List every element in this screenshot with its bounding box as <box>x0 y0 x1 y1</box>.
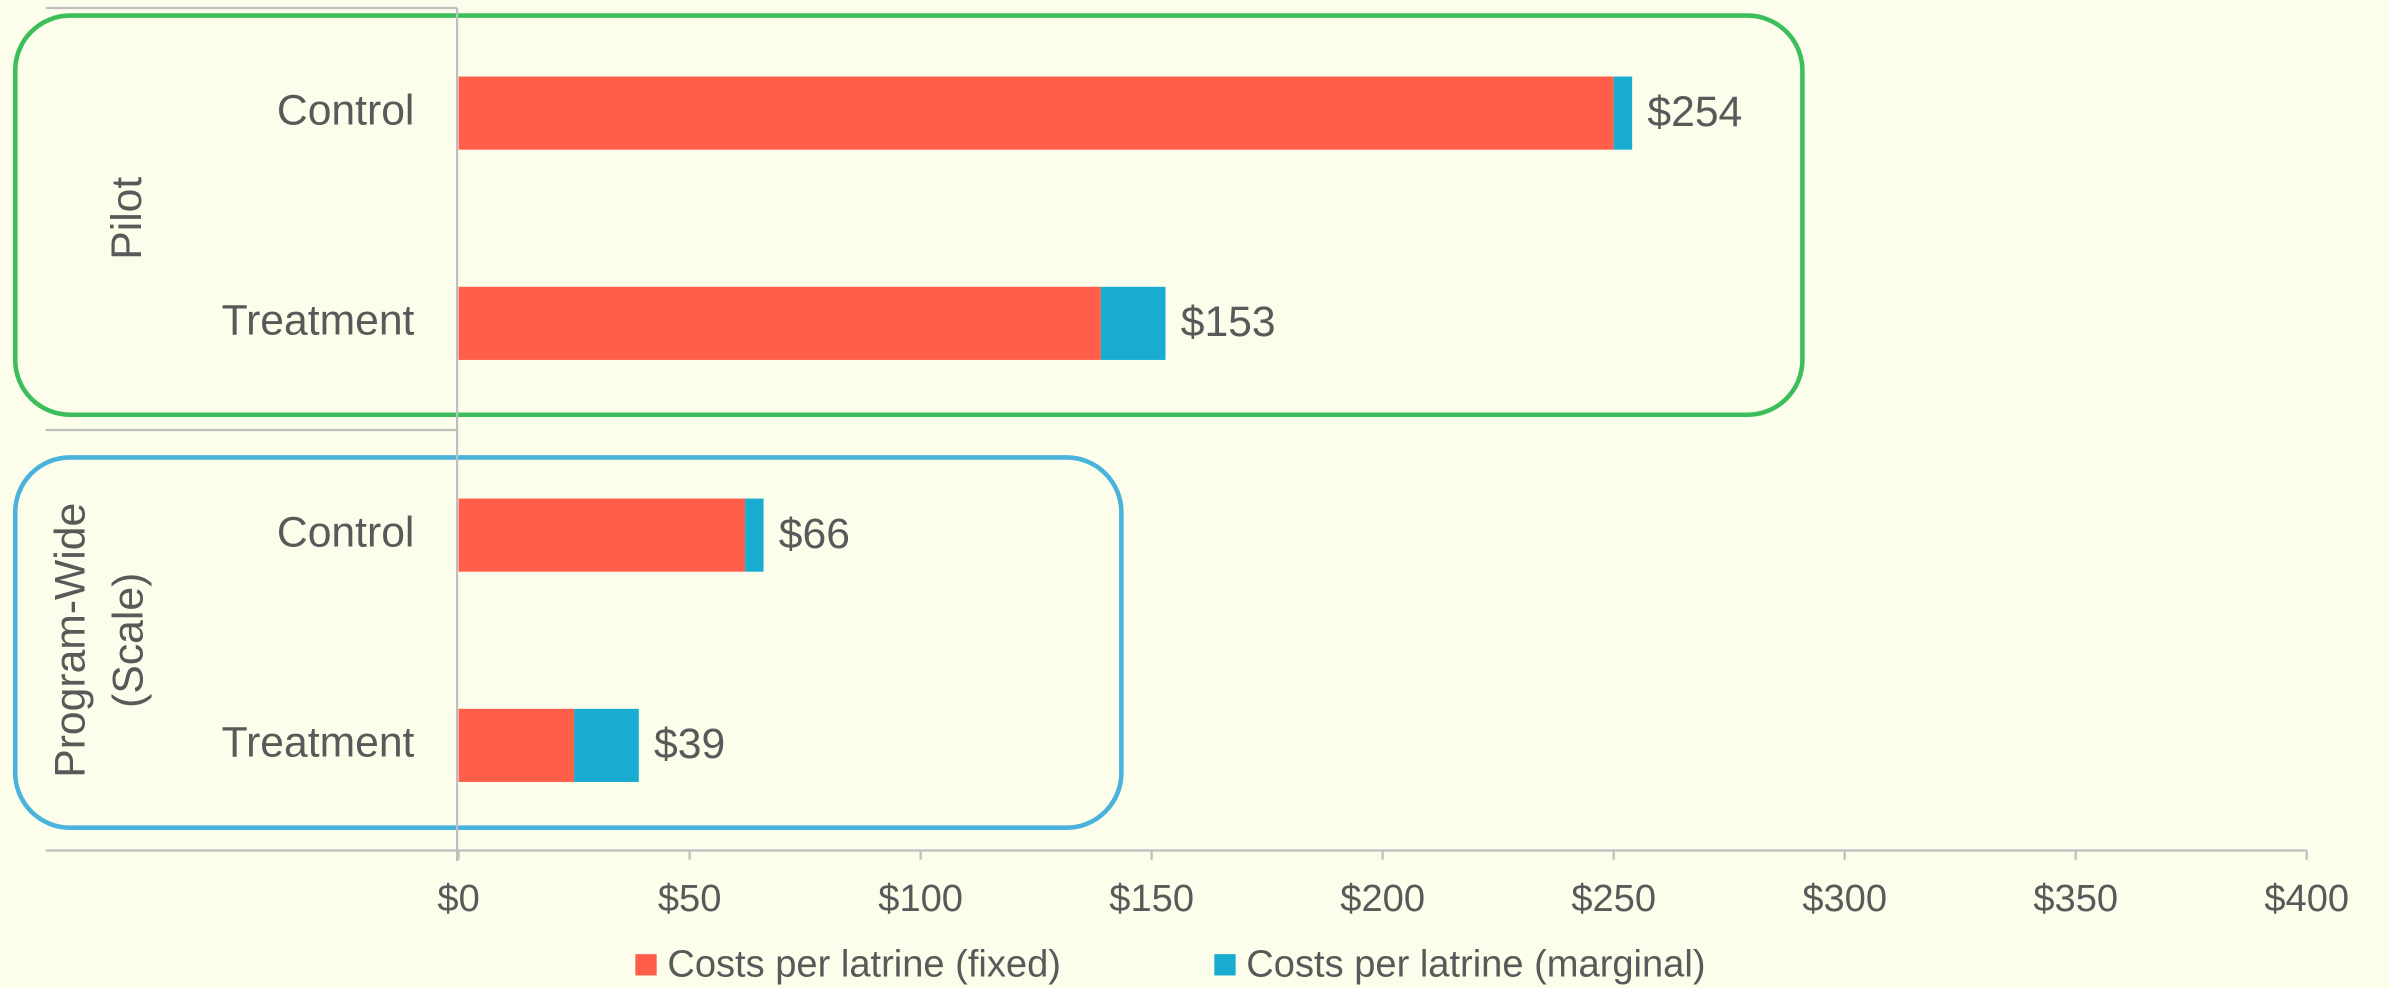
group-label: (Scale) <box>104 573 152 708</box>
scale-box <box>12 455 1124 830</box>
legend-label: Costs per latrine (fixed) <box>667 943 1061 985</box>
x-tick-label: $0 <box>437 878 479 920</box>
legend-label: Costs per latrine (marginal) <box>1246 943 1705 985</box>
bar-segment <box>458 76 1614 150</box>
x-tick-label: $150 <box>1109 878 1194 920</box>
x-tick-label: $300 <box>1802 878 1887 920</box>
legend-swatch <box>635 954 657 976</box>
x-tick-label: $100 <box>878 878 963 920</box>
y-tick-label: Control <box>277 86 415 134</box>
total-label: $254 <box>1647 88 1742 136</box>
group-label: Program-Wide <box>46 503 94 778</box>
y-tick-label: Control <box>277 508 415 556</box>
x-tick-label: $50 <box>658 878 722 920</box>
x-tick-label: $250 <box>1571 878 1656 920</box>
group-label: Pilot <box>103 177 151 260</box>
legend-swatch <box>1214 954 1236 976</box>
bar-segment <box>574 708 639 782</box>
bar-segment <box>745 498 764 572</box>
y-tick-label: Treatment <box>222 719 415 767</box>
total-label: $39 <box>654 720 725 768</box>
y-tick-label: Treatment <box>222 297 415 345</box>
bar-segment <box>458 286 1101 360</box>
x-tick-label: $200 <box>1340 878 1425 920</box>
x-tick-label: $350 <box>2033 878 2118 920</box>
pilot-box <box>12 13 1805 418</box>
bar-segment <box>1613 76 1633 150</box>
total-label: $153 <box>1181 298 1276 346</box>
bar-segment <box>458 708 575 782</box>
bar-segment <box>458 498 746 572</box>
x-tick-label: $400 <box>2264 878 2349 920</box>
total-label: $66 <box>779 510 850 558</box>
bar-segment <box>1100 286 1166 360</box>
